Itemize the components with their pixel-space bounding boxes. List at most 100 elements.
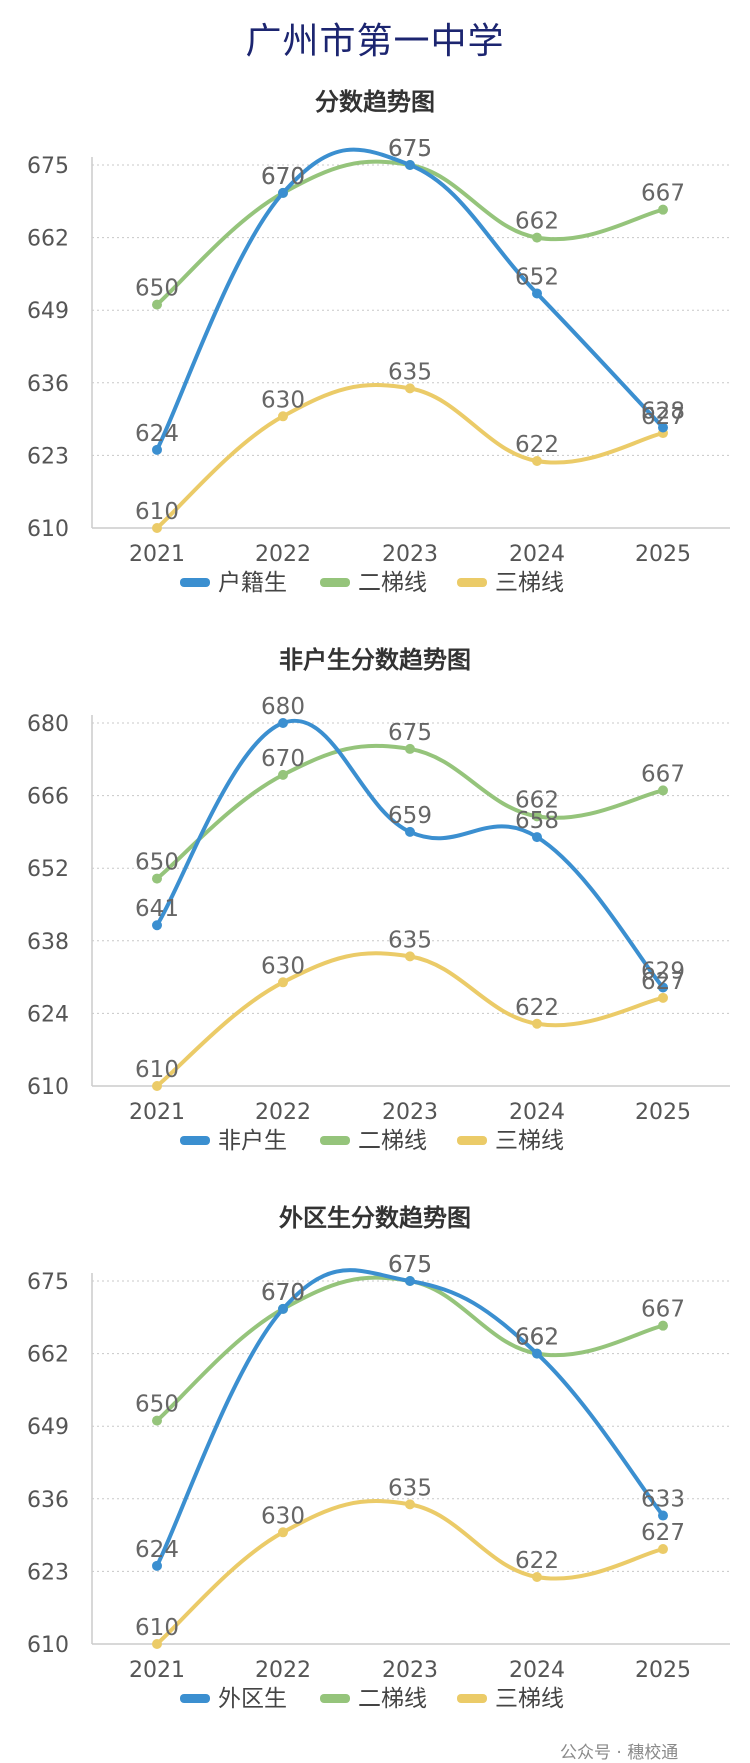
data-point [152, 873, 162, 884]
y-tick-label: 666 [27, 785, 69, 810]
x-tick-label: 2022 [255, 1100, 311, 1125]
x-tick-label: 2023 [382, 1100, 438, 1125]
data-label: 658 [515, 808, 559, 834]
data-label: 667 [641, 1297, 685, 1323]
legend-label: 户籍生 [218, 570, 287, 596]
y-tick-label: 662 [27, 1343, 69, 1368]
data-point [152, 1415, 162, 1426]
data-label: 650 [135, 276, 179, 302]
legend-label: 二梯线 [358, 570, 427, 596]
data-point [658, 785, 668, 796]
data-label: 670 [261, 164, 305, 190]
data-label: 641 [135, 896, 179, 922]
data-point [532, 1571, 542, 1582]
x-tick-label: 2021 [129, 542, 185, 567]
legend-swatch [320, 578, 350, 587]
chart-svg: 非户生分数趋势图 610 624 638 652 666 680 2021 2022 2023 20… [27, 646, 730, 1154]
data-point [152, 1560, 162, 1571]
x-tick-label: 2022 [255, 542, 311, 567]
data-label: 635 [388, 359, 432, 385]
y-tick-label: 636 [27, 372, 69, 397]
data-label: 670 [261, 1280, 305, 1306]
series-line [155, 1275, 665, 1423]
series-line [155, 159, 665, 307]
data-point [405, 951, 415, 962]
data-label: 629 [641, 958, 685, 984]
chart-score-trend: 分数趋势图 610 623 636 649 662 675 2021 2022 2023 2024 2… [0, 78, 750, 623]
series-line [155, 1499, 665, 1646]
legend-swatch [457, 1136, 487, 1145]
data-label: 610 [135, 1615, 179, 1641]
data-label: 662 [515, 1325, 559, 1351]
data-point [152, 920, 162, 931]
data-point [532, 811, 542, 822]
data-point [278, 187, 288, 198]
data-point [532, 455, 542, 466]
data-point [532, 232, 542, 243]
data-point [278, 977, 288, 988]
x-tick-label: 2024 [509, 1658, 565, 1683]
legend-label: 非户生 [218, 1128, 287, 1154]
y-tick-label: 623 [27, 1560, 69, 1585]
legend-label: 外区生 [218, 1686, 287, 1712]
data-label: 680 [261, 694, 305, 720]
data-label: 650 [135, 850, 179, 876]
chart-title: 外区生分数趋势图 [279, 1204, 471, 1232]
data-point [658, 204, 668, 215]
data-label: 652 [515, 264, 559, 290]
data-point [152, 1639, 162, 1649]
x-tick-label: 2025 [635, 1658, 691, 1683]
legend-label: 二梯线 [358, 1128, 427, 1154]
data-point [405, 160, 415, 170]
y-tick-label: 675 [27, 1270, 69, 1295]
data-label: 627 [641, 1520, 685, 1546]
y-tick-label: 623 [27, 444, 69, 469]
x-tick-label: 2023 [382, 542, 438, 567]
data-label: 675 [388, 1252, 432, 1278]
data-point [532, 1018, 542, 1029]
data-point [152, 1081, 162, 1091]
data-label: 633 [641, 1487, 685, 1513]
x-tick-label: 2025 [635, 1100, 691, 1125]
data-point [278, 1527, 288, 1538]
data-label: 667 [641, 181, 685, 207]
data-label: 630 [261, 953, 305, 979]
data-label: 627 [641, 969, 685, 995]
y-tick-label: 610 [27, 517, 69, 542]
data-point [152, 299, 162, 310]
data-point [658, 1510, 668, 1521]
legend-label: 二梯线 [358, 1686, 427, 1712]
chart-out-district-score-trend: 外区生分数趋势图 610 623 636 649 662 675 2021 2022 2023 20… [0, 1194, 750, 1739]
data-label: 630 [261, 1503, 305, 1529]
legend-swatch [457, 578, 487, 587]
x-tick-label: 2024 [509, 542, 565, 567]
x-tick-label: 2022 [255, 1658, 311, 1683]
data-label: 670 [261, 1280, 305, 1306]
legend-swatch [180, 1136, 210, 1145]
y-tick-label: 662 [27, 227, 69, 252]
data-point [658, 1320, 668, 1331]
data-label: 622 [515, 1548, 559, 1574]
data-label: 622 [515, 995, 559, 1021]
x-tick-label: 2024 [509, 1100, 565, 1125]
x-tick-label: 2021 [129, 1658, 185, 1683]
data-point [405, 743, 415, 754]
data-label: 670 [261, 746, 305, 772]
data-point [405, 383, 415, 394]
y-tick-label: 638 [27, 930, 69, 955]
data-point [152, 444, 162, 455]
chart-non-local-score-trend: 非户生分数趋势图 610 624 638 652 666 680 2021 2022 2023 20… [0, 636, 750, 1181]
data-point [405, 1276, 415, 1286]
data-label: 662 [515, 209, 559, 235]
data-label: 675 [388, 720, 432, 746]
data-label: 630 [261, 387, 305, 413]
y-tick-label: 649 [27, 1415, 69, 1440]
data-label: 627 [641, 404, 685, 430]
data-point [278, 1303, 288, 1314]
data-label: 622 [515, 432, 559, 458]
legend-swatch [180, 1694, 210, 1703]
chart-svg: 外区生分数趋势图 610 623 636 649 662 675 2021 2022 2023 20… [27, 1204, 730, 1712]
data-label: 635 [388, 927, 432, 953]
data-point [658, 422, 668, 433]
y-tick-label: 636 [27, 1488, 69, 1513]
